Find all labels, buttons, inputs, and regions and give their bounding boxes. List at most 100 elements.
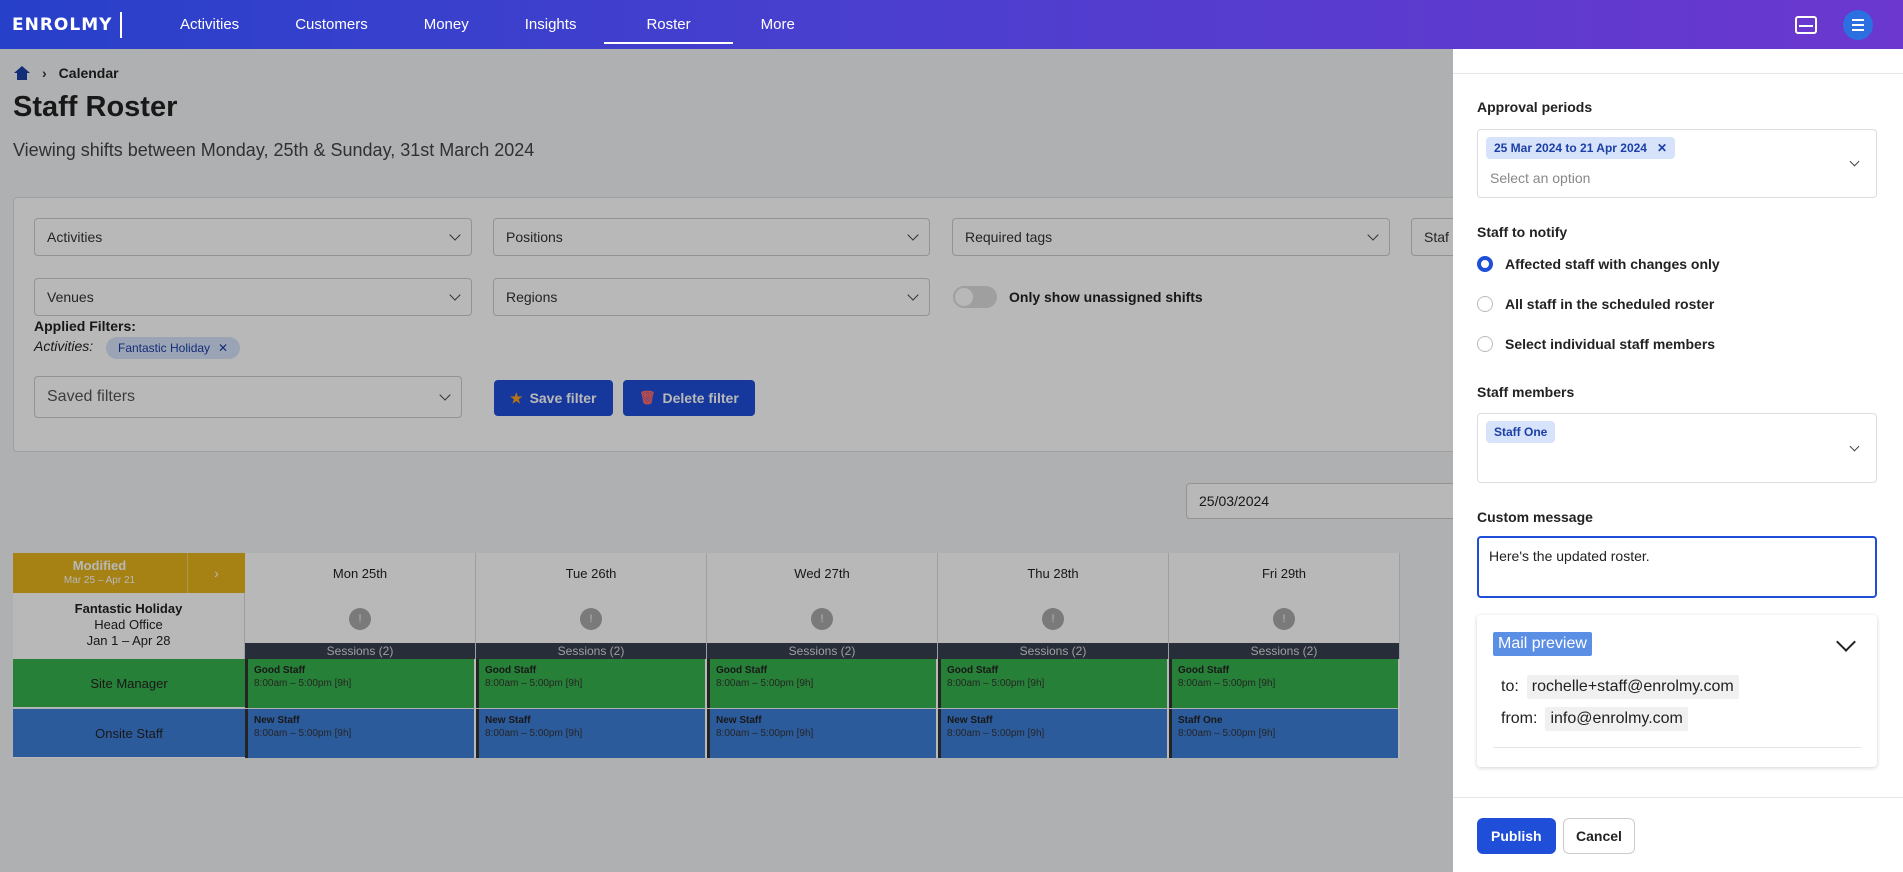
approval-periods-select[interactable]: 25 Mar 2024 to 21 Apr 2024 ✕ Select an op…	[1477, 129, 1877, 198]
radio-button[interactable]	[1477, 256, 1493, 272]
modified-range: Mar 25 – Apr 21	[63, 575, 136, 586]
shift-staff: Good Staff	[485, 665, 537, 676]
cancel-button[interactable]: Cancel	[1563, 818, 1635, 854]
day-sessions: ! Sessions (2)	[707, 593, 938, 659]
info-icon[interactable]: !	[580, 608, 602, 630]
nav-activities[interactable]: Activities	[180, 16, 240, 33]
positions-select-label: Positions	[506, 229, 563, 245]
day-sessions: ! Sessions (2)	[245, 593, 476, 659]
regions-select[interactable]: Regions	[493, 278, 930, 316]
required-tags-select[interactable]: Required tags	[952, 218, 1390, 256]
info-icon[interactable]: !	[349, 608, 371, 630]
staff-select[interactable]: Staf	[1411, 218, 1453, 256]
sessions-bar[interactable]: Sessions (2)	[707, 643, 937, 659]
nav-insights[interactable]: Insights	[524, 16, 577, 33]
shift-cell[interactable]: Good Staff 8:00am – 5:00pm [9h]	[476, 659, 707, 708]
day-sessions: ! Sessions (2)	[1169, 593, 1400, 659]
shift-staff: Staff One	[1178, 715, 1223, 726]
sessions-bar[interactable]: Sessions (2)	[245, 643, 475, 659]
approval-periods-label: Approval periods	[1477, 99, 1593, 115]
staff-select-label: Staf	[1424, 229, 1449, 245]
shift-cell[interactable]: Good Staff 8:00am – 5:00pm [9h]	[938, 659, 1169, 708]
venues-select[interactable]: Venues	[34, 278, 472, 316]
day-sessions: ! Sessions (2)	[938, 593, 1169, 659]
info-icon[interactable]: !	[1273, 608, 1295, 630]
panel-divider	[1453, 73, 1903, 74]
shift-cell[interactable]: Good Staff 8:00am – 5:00pm [9h]	[1169, 659, 1400, 708]
shift-staff: Good Staff	[254, 665, 306, 676]
trash-icon: 🗑	[639, 390, 656, 405]
role-onsite-staff: Onsite Staff	[13, 709, 245, 758]
mail-preview-card: Mail preview to: rochelle+staff@enrolmy.c…	[1477, 615, 1877, 767]
shift-cell[interactable]: New Staff 8:00am – 5:00pm [9h]	[938, 709, 1169, 758]
shift-cell[interactable]: New Staff 8:00am – 5:00pm [9h]	[245, 709, 476, 758]
shift-cell[interactable]: Staff One 8:00am – 5:00pm [9h]	[1169, 709, 1400, 758]
sessions-bar[interactable]: Sessions (2)	[938, 643, 1168, 659]
unassigned-toggle[interactable]	[953, 286, 997, 308]
menu-lines-icon	[1852, 23, 1864, 26]
venues-select-label: Venues	[47, 289, 94, 305]
breadcrumb-current: Calendar	[58, 65, 119, 81]
regions-select-label: Regions	[506, 289, 558, 305]
publish-roster-panel: Approval periods 25 Mar 2024 to 21 Apr 2…	[1453, 49, 1903, 872]
chevron-down-icon[interactable]	[1836, 632, 1856, 652]
delete-filter-button[interactable]: 🗑 Delete filter	[623, 380, 755, 416]
day-header: Wed 27th	[707, 553, 938, 593]
radio-button[interactable]	[1477, 336, 1493, 352]
modified-period-cell[interactable]: Modified Mar 25 – Apr 21 ›	[13, 553, 245, 593]
inbox-icon[interactable]	[1795, 15, 1817, 34]
custom-message-textarea[interactable]: Here's the updated roster.	[1477, 536, 1877, 598]
day-header: Tue 26th	[476, 553, 707, 593]
filter-card: Activities Positions Required tags Staf …	[13, 197, 1453, 452]
page-subtitle: Viewing shifts between Monday, 25th & Su…	[13, 140, 535, 160]
close-icon[interactable]: ✕	[218, 341, 229, 355]
home-icon[interactable]	[14, 66, 30, 80]
close-icon[interactable]: ✕	[1656, 141, 1668, 155]
nav-customers[interactable]: Customers	[295, 16, 368, 33]
mail-from-key: from:	[1501, 710, 1538, 727]
panel-footer-divider	[1453, 797, 1903, 798]
star-icon: ★	[510, 389, 523, 406]
shift-time: 8:00am – 5:00pm [9h]	[254, 678, 352, 689]
publish-button[interactable]: Publish	[1477, 818, 1556, 854]
shift-cell[interactable]: Good Staff 8:00am – 5:00pm [9h]	[707, 659, 938, 708]
staff-members-select[interactable]: Staff One	[1477, 413, 1877, 483]
sessions-bar[interactable]: Sessions (2)	[1169, 643, 1399, 659]
info-icon[interactable]: !	[811, 608, 833, 630]
shift-staff: Good Staff	[716, 665, 768, 676]
mail-preview-label[interactable]: Mail preview	[1493, 632, 1592, 656]
saved-filters-select[interactable]: Saved filters	[34, 376, 462, 418]
date-input[interactable]: 25/03/2024	[1186, 483, 1453, 519]
shift-time: 8:00am – 5:00pm [9h]	[947, 728, 1045, 739]
shift-cell[interactable]: Good Staff 8:00am – 5:00pm [9h]	[245, 659, 476, 708]
shift-cell[interactable]: New Staff 8:00am – 5:00pm [9h]	[707, 709, 938, 758]
save-filter-button[interactable]: ★ Save filter	[494, 380, 613, 416]
notify-option-all[interactable]: All staff in the scheduled roster	[1477, 296, 1714, 312]
shift-time: 8:00am – 5:00pm [9h]	[716, 678, 814, 689]
radio-button[interactable]	[1477, 296, 1493, 312]
nav-roster[interactable]: Roster	[604, 0, 733, 49]
shift-cell[interactable]: New Staff 8:00am – 5:00pm [9h]	[476, 709, 707, 758]
chevron-right-icon[interactable]: ›	[187, 553, 245, 593]
shift-time: 8:00am – 5:00pm [9h]	[1178, 678, 1276, 689]
notify-option-affected[interactable]: Affected staff with changes only	[1477, 256, 1720, 272]
day-sessions: ! Sessions (2)	[476, 593, 707, 659]
activity-dates: Jan 1 – Apr 28	[86, 633, 171, 648]
mail-from-value: info@enrolmy.com	[1545, 707, 1688, 731]
nav-money[interactable]: Money	[423, 16, 469, 33]
shift-staff: Good Staff	[1178, 665, 1230, 676]
shift-staff: New Staff	[716, 715, 762, 726]
delete-filter-label: Delete filter	[662, 390, 739, 406]
info-icon[interactable]: !	[1042, 608, 1064, 630]
shift-staff: Good Staff	[947, 665, 999, 676]
sessions-bar[interactable]: Sessions (2)	[476, 643, 706, 659]
positions-select[interactable]: Positions	[493, 218, 930, 256]
nav-more[interactable]: More	[760, 16, 795, 33]
shift-time: 8:00am – 5:00pm [9h]	[485, 728, 583, 739]
user-avatar[interactable]	[1843, 9, 1873, 40]
activities-select[interactable]: Activities	[34, 218, 472, 256]
day-header: Thu 28th	[938, 553, 1169, 593]
enrolmy-logo[interactable]: ENROLMY	[12, 14, 113, 35]
approval-period-chip: 25 Mar 2024 to 21 Apr 2024 ✕	[1486, 137, 1676, 159]
notify-option-individual[interactable]: Select individual staff members	[1477, 336, 1715, 352]
